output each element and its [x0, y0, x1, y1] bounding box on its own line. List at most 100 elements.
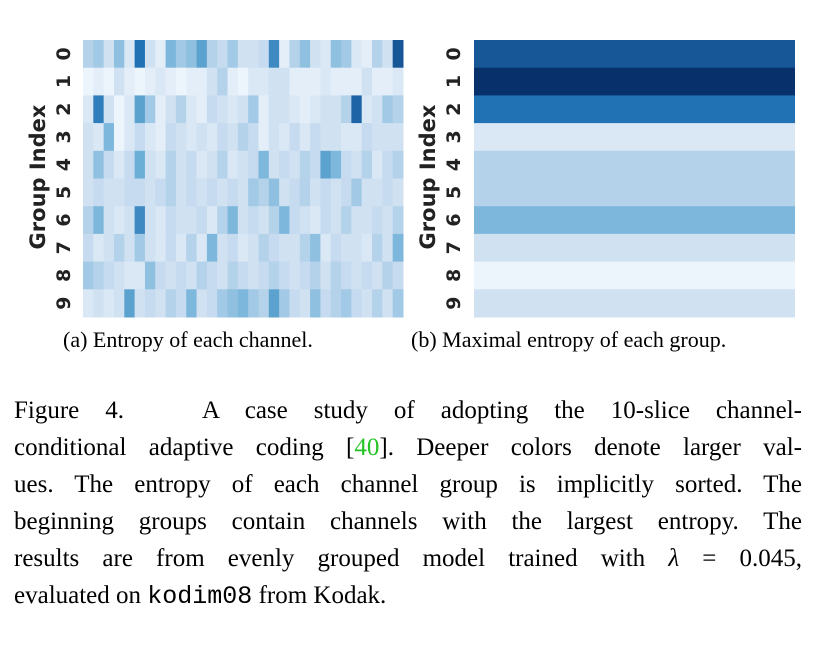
heatmap-a-cell	[196, 40, 208, 69]
heatmap-a-cell	[299, 289, 311, 318]
citation-link[interactable]: 40	[354, 434, 380, 461]
heatmap-a-cell	[227, 178, 239, 207]
heatmap-a-cell	[186, 233, 198, 263]
heatmap-a-cell	[330, 206, 342, 235]
heatmap-b-band	[474, 289, 795, 318]
heatmap-a-cell	[382, 40, 394, 69]
heatmap-a-ytick: 2	[53, 103, 75, 116]
heatmap-a-cell	[155, 123, 167, 152]
heatmap-a-cell	[351, 123, 363, 152]
heatmap-a-cell	[299, 233, 311, 263]
heatmap-a-cell	[330, 123, 342, 152]
heatmap-a-cell	[83, 150, 94, 179]
heatmap-a-cell	[361, 95, 373, 124]
heatmap-a-cell	[83, 123, 94, 152]
heatmap-a-cell	[196, 67, 208, 96]
heatmap-a-cell	[351, 261, 363, 290]
heatmap-b-ytick: 5	[443, 186, 465, 199]
heatmap-a-cell	[175, 40, 187, 69]
heatmap-a-cell	[113, 261, 125, 290]
heatmap-a-cell	[299, 206, 311, 235]
heatmap-b-band	[474, 67, 795, 96]
heatmap-a-cell	[351, 150, 363, 179]
heatmap-a-cell	[217, 150, 229, 179]
heatmap-a-cell	[134, 67, 146, 96]
heatmap-a-cell	[217, 233, 229, 263]
heatmap-a-cell	[279, 150, 290, 179]
heatmap-a-cell	[372, 206, 383, 235]
heatmap-a-cell	[351, 233, 363, 263]
heatmap-a-cell	[206, 95, 218, 124]
heatmap-a-cell	[227, 289, 239, 318]
heatmap-a-cell	[165, 289, 177, 318]
heatmap-a-cell	[310, 40, 321, 69]
heatmap-a-cell	[93, 178, 105, 207]
heatmap-a-cell	[165, 233, 177, 263]
heatmap-a-cell	[279, 67, 290, 96]
heatmap-a-cell	[237, 178, 249, 207]
heatmap-a-ytick: 1	[53, 75, 75, 88]
heatmap-a-cell	[330, 67, 342, 96]
heatmap-a-cell	[134, 206, 146, 235]
heatmap-a-cell	[341, 233, 352, 263]
heatmap-a-cell	[124, 233, 136, 263]
heatmap-a-cell	[330, 95, 342, 124]
heatmap-a-cell	[196, 95, 208, 124]
heatmap-a-cell	[392, 206, 404, 235]
heatmap-a-cell	[361, 206, 373, 235]
heatmap-a-cell	[196, 178, 208, 207]
heatmap-a-cell	[165, 150, 177, 179]
heatmap-a-cell	[227, 150, 239, 179]
heatmap-a-cell	[310, 206, 321, 235]
heatmap-a-cell	[341, 150, 352, 179]
heatmap-a-cell	[227, 67, 239, 96]
heatmap-a-ytick: 6	[53, 213, 75, 226]
heatmap-a-cell	[186, 95, 198, 124]
heatmap-a-cell	[217, 261, 229, 290]
heatmap-a-cell	[134, 261, 146, 290]
heatmap-a-cell	[392, 178, 404, 207]
heatmap-a-cell	[279, 123, 290, 152]
heatmap-a-cell	[186, 261, 198, 290]
heatmap-a-cell	[155, 40, 167, 69]
heatmap-a-cell	[113, 233, 125, 263]
heatmap-b-ytick: 1	[443, 75, 465, 88]
heatmap-a-cell	[124, 95, 136, 124]
heatmap-a-cell	[103, 123, 115, 152]
heatmap-a-cell	[134, 123, 146, 152]
heatmap-a-cell	[237, 206, 249, 235]
heatmap-a-cell	[237, 67, 249, 96]
heatmap-a-cell	[186, 67, 198, 96]
heatmap-a-cell	[144, 40, 156, 69]
heatmap-a-cell	[320, 150, 332, 179]
heatmap-a-cell	[83, 261, 94, 290]
heatmap-a-cell	[175, 67, 187, 96]
heatmap-a-cell	[165, 206, 177, 235]
heatmap-entropy-per-channel	[83, 40, 404, 318]
heatmap-a-cell	[165, 123, 177, 152]
heatmap-a-cell	[299, 95, 311, 124]
heatmap-a-cell	[279, 95, 290, 124]
heatmap-a-cell	[217, 178, 229, 207]
heatmap-a-cell	[103, 67, 115, 96]
heatmap-a-ytick: 4	[53, 158, 75, 171]
heatmap-a-cell	[134, 95, 146, 124]
heatmap-a-cell	[361, 123, 373, 152]
heatmap-a-cell	[310, 178, 321, 207]
heatmap-a-cell	[93, 123, 105, 152]
heatmap-a-cell	[341, 261, 352, 290]
heatmap-a-cell	[124, 261, 136, 290]
heatmap-a-cell	[227, 40, 239, 69]
heatmap-a-cell	[341, 289, 352, 318]
heatmap-a-cell	[237, 40, 249, 69]
heatmap-a-cell	[113, 206, 125, 235]
heatmap-a-cell	[320, 123, 332, 152]
heatmap-a-cell	[83, 178, 94, 207]
heatmap-a-cell	[248, 233, 259, 263]
heatmap-a-cell	[113, 40, 125, 69]
heatmap-a-cell	[258, 40, 270, 69]
heatmap-a-cell	[351, 178, 363, 207]
heatmap-a-cell	[351, 67, 363, 96]
heatmap-a-cell	[351, 289, 363, 318]
heatmap-a-cell	[144, 123, 156, 152]
